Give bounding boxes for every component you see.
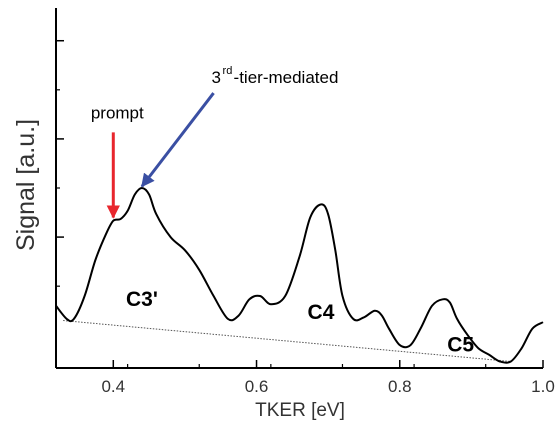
- annotation-layer: C3' C4 C5 prompt 3 rd -tier-mediated: [91, 65, 475, 357]
- x-tick-label: 0.4: [101, 377, 125, 396]
- peak-label: C4: [308, 301, 335, 324]
- peak-label: C3': [126, 288, 158, 311]
- third-tier-arrow: [140, 92, 215, 188]
- x-axis-ticks: 0.4 0.6 0.8 1.0: [55, 360, 555, 396]
- y-axis-label: Signal [a.u.]: [12, 119, 40, 251]
- x-tick-label: 0.6: [245, 377, 269, 396]
- third-tier-label-text: -tier-mediated: [234, 68, 339, 87]
- peak-label: C5: [447, 334, 474, 357]
- x-tick-label: 0.8: [388, 377, 412, 396]
- series-layer: [55, 186, 544, 364]
- baseline-line: [63, 320, 511, 362]
- y-axis-ticks: [56, 39, 64, 287]
- signal-line: [55, 186, 544, 364]
- plot-frame: [55, 8, 543, 369]
- x-axis-label: TKER [eV]: [255, 400, 345, 421]
- prompt-label: prompt: [91, 103, 144, 122]
- third-tier-label-number: 3: [212, 68, 221, 87]
- third-tier-label-superscript: rd: [223, 65, 233, 77]
- x-tick-label: 1.0: [531, 377, 555, 396]
